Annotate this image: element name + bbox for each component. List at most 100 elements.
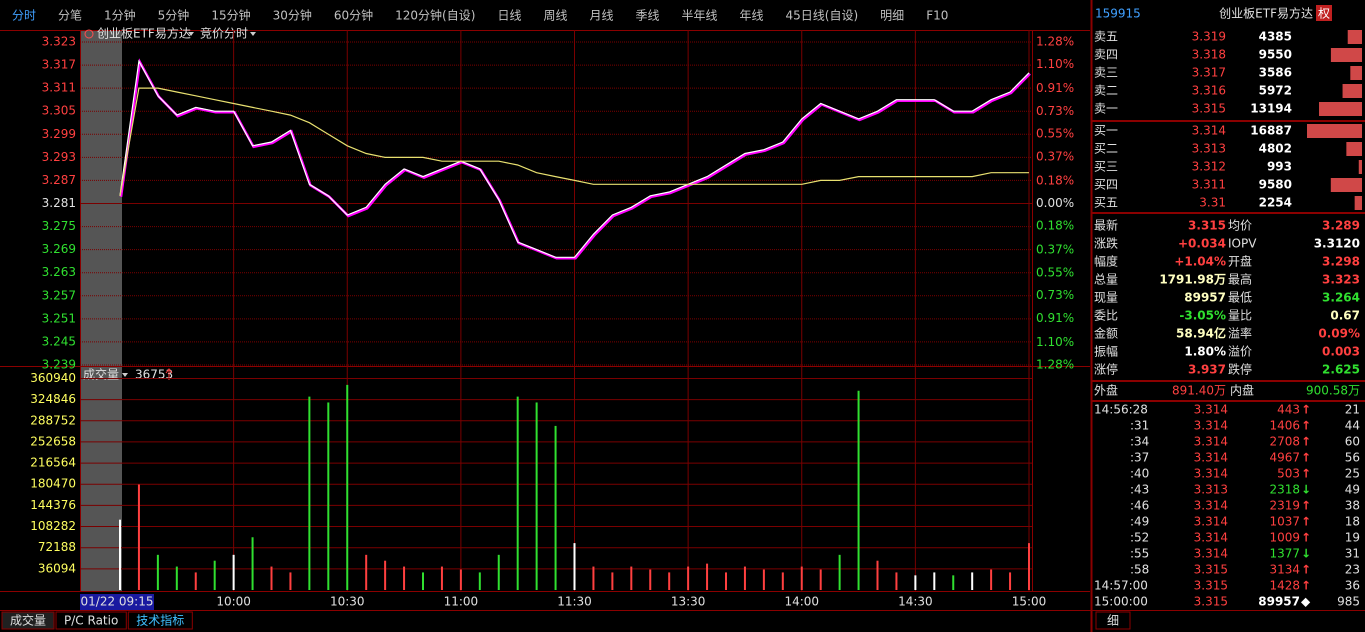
volume-bar xyxy=(459,569,462,590)
volume-bar xyxy=(554,425,557,590)
book-label: 买二 xyxy=(1094,142,1118,156)
tick-direction: ◆ xyxy=(1301,595,1311,609)
toolbar-item[interactable]: 明细 xyxy=(880,9,904,23)
tick-time: :55 xyxy=(1130,547,1149,561)
toolbar-item[interactable]: 60分钟 xyxy=(334,8,373,23)
toolbar-item[interactable]: 120分钟(自设) xyxy=(395,8,475,23)
y-tick-label: 3.269 xyxy=(42,242,76,256)
toolbar-item[interactable]: 季线 xyxy=(635,9,659,23)
stat-value: 89957 xyxy=(1184,291,1226,305)
book-bar xyxy=(1347,30,1362,44)
toolbar-item[interactable]: 45日线(自设) xyxy=(786,9,859,23)
stat-value: +1.04% xyxy=(1174,255,1226,269)
volume-bar xyxy=(194,572,197,590)
volume-bar xyxy=(762,569,765,590)
volume-bar xyxy=(1028,543,1030,590)
toolbar-item[interactable]: 月线 xyxy=(589,9,613,23)
volume-bar xyxy=(175,566,178,590)
tick-time: :43 xyxy=(1130,483,1149,497)
tick-count: 38 xyxy=(1345,499,1360,513)
toolbar-item[interactable]: 30分钟 xyxy=(273,8,312,23)
volume-bar xyxy=(895,572,898,590)
book-price: 3.311 xyxy=(1192,178,1226,192)
y2-tick-label: 0.37% xyxy=(1036,149,1074,163)
bottom-tab[interactable]: 成交量 xyxy=(10,613,46,628)
inner-label: 内盘 xyxy=(1230,383,1254,398)
book-label: 卖四 xyxy=(1094,48,1118,62)
stat-label: 幅度 xyxy=(1094,254,1118,269)
dropdown-icon xyxy=(122,373,128,377)
book-label: 卖一 xyxy=(1094,102,1118,116)
volume-bar xyxy=(706,563,709,590)
book-label: 买三 xyxy=(1094,160,1118,174)
date-label-bg xyxy=(80,594,154,610)
volume-current: 36753 xyxy=(135,368,173,382)
tick-time: :58 xyxy=(1130,563,1149,577)
x-tick-label: 15:00 xyxy=(1012,595,1047,609)
tick-volume: 1377 xyxy=(1269,547,1300,561)
volume-bar xyxy=(422,572,424,590)
stat-label: 均价 xyxy=(1228,219,1252,233)
average-line xyxy=(119,87,1029,196)
detail-tab[interactable]: 细 xyxy=(1107,614,1119,628)
volume-bar xyxy=(289,572,292,590)
volume-bar xyxy=(914,575,917,590)
tick-volume: 1009 xyxy=(1269,531,1300,545)
tick-time: 14:57:00 xyxy=(1094,579,1148,593)
tick-volume: 2708 xyxy=(1269,435,1300,449)
x-tick-label: 14:30 xyxy=(898,595,933,609)
stat-label: 开盘 xyxy=(1228,254,1252,269)
book-price: 3.314 xyxy=(1192,124,1226,138)
y-tick-label: 36094 xyxy=(38,561,76,575)
toolbar-item[interactable]: 周线 xyxy=(543,9,567,23)
y2-tick-label: 0.91% xyxy=(1036,311,1074,325)
tick-price: 3.314 xyxy=(1194,547,1228,561)
tick-direction: ↑ xyxy=(1301,451,1311,465)
tick-volume: 443 xyxy=(1277,403,1300,417)
tick-volume: 1428 xyxy=(1269,579,1300,593)
toolbar-item[interactable]: 半年线 xyxy=(682,9,718,23)
book-bar xyxy=(1319,102,1362,116)
icon xyxy=(84,29,94,39)
y-tick-label: 3.323 xyxy=(42,35,76,49)
toolbar-item[interactable]: 分笔 xyxy=(58,8,82,23)
tick-time: :40 xyxy=(1130,467,1149,481)
tick-volume: 4967 xyxy=(1269,451,1300,465)
y2-tick-label: 0.73% xyxy=(1036,104,1074,118)
y2-tick-label: 1.10% xyxy=(1036,57,1074,71)
auction-region xyxy=(80,30,122,592)
volume-bar xyxy=(346,384,349,590)
price-line-shadow xyxy=(119,58,1031,260)
stat-value: -3.05% xyxy=(1179,309,1226,323)
tick-time: :46 xyxy=(1130,499,1149,513)
stat-label: 跌停 xyxy=(1228,362,1252,377)
x-tick-label: 11:30 xyxy=(557,595,592,609)
volume-bar xyxy=(440,566,443,590)
y-tick-label: 252658 xyxy=(30,434,76,448)
price-line xyxy=(119,59,1030,258)
bottom-tab[interactable]: P/C Ratio xyxy=(64,614,118,628)
tick-price: 3.315 xyxy=(1194,579,1228,593)
volume-bar xyxy=(137,484,140,590)
volume-bar xyxy=(270,566,273,590)
x-tick-label: 11:00 xyxy=(444,595,479,609)
book-volume: 16887 xyxy=(1250,124,1292,138)
y2-tick-label: 1.28% xyxy=(1036,35,1074,49)
tick-direction: ↑ xyxy=(1301,403,1311,417)
toolbar-item[interactable]: 年线 xyxy=(740,9,764,23)
y2-tick-label: 0.18% xyxy=(1036,173,1074,187)
y-tick-label: 216564 xyxy=(30,456,76,470)
book-volume: 3586 xyxy=(1259,66,1292,80)
toolbar-item[interactable]: 分时 xyxy=(12,9,36,23)
bottom-tab[interactable]: 技术指标 xyxy=(136,613,184,628)
toolbar-item[interactable]: 日线 xyxy=(497,9,521,23)
toolbar-item[interactable]: 5分钟 xyxy=(158,8,190,23)
toolbar-item[interactable]: 1分钟 xyxy=(104,8,136,23)
chart-mode[interactable]: 竞价分时 xyxy=(200,27,248,41)
y2-tick-label: 0.37% xyxy=(1036,243,1074,257)
toolbar-item[interactable]: F10 xyxy=(926,9,948,23)
toolbar-item[interactable]: 15分钟 xyxy=(211,8,250,23)
chart-title: 创业板ETF易方达 xyxy=(97,26,191,41)
tick-time: 14:56:28 xyxy=(1094,403,1148,417)
volume-bar xyxy=(232,554,235,590)
